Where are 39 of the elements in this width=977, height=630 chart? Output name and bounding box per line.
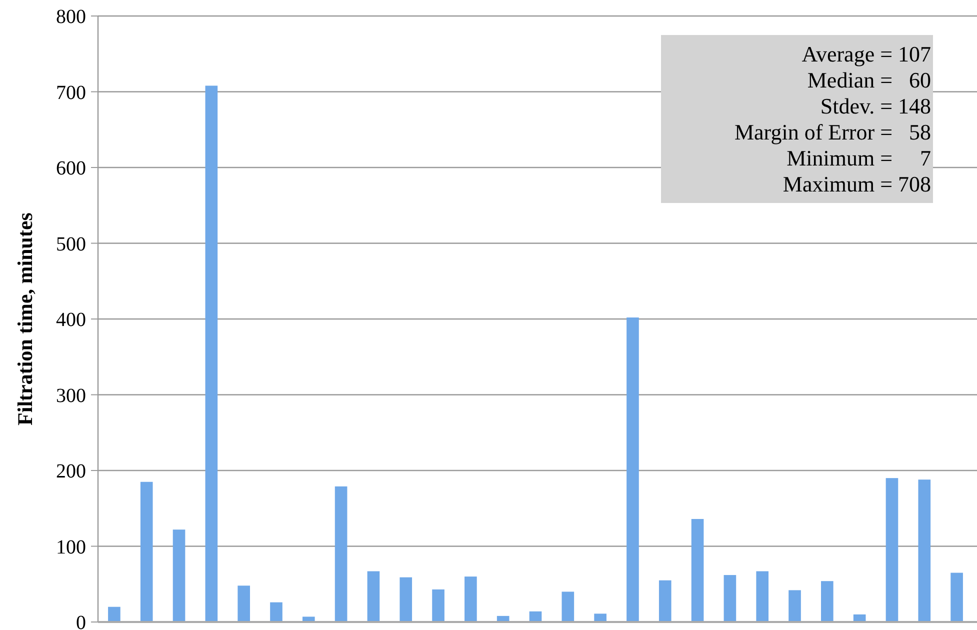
bar [270,602,282,622]
bar [950,572,963,622]
y-tick-label: 500 [56,233,86,256]
bar [464,576,477,622]
bar [334,486,348,622]
annotation: Minimum = 7 [786,146,931,171]
bar [594,614,606,622]
y-tick-label: 400 [56,309,86,331]
bar [367,571,380,622]
bar [626,317,639,622]
bar [886,478,898,622]
y-tick-label: 200 [56,460,86,482]
annotation: Stdev. = 148 [820,94,931,119]
bar [918,480,931,622]
annotation: Maximum = 708 [782,172,931,197]
bar [821,581,834,622]
annotation: Median = 60 [807,68,931,93]
bar [788,590,801,622]
bar [205,86,218,622]
y-tick-label: 300 [56,384,86,407]
y-tick-label: 700 [56,82,86,104]
annotation: Margin of Error = 58 [734,120,931,145]
y-tick-label: 100 [56,536,86,558]
bar [172,530,186,622]
bar [724,575,736,622]
bar [658,580,672,622]
y-axis-title: Filtration time, minutes [13,212,37,426]
bar [432,589,444,622]
annotation: Average = 107 [802,42,931,67]
bar [400,577,412,622]
bar [691,518,704,622]
bar [238,586,250,622]
bar [756,571,769,622]
bar [562,592,574,622]
y-tick-label: 600 [56,158,86,180]
bar [140,482,153,622]
bar [108,606,120,622]
y-tick-label: 0 [76,612,86,630]
y-tick-label: 800 [56,6,86,28]
